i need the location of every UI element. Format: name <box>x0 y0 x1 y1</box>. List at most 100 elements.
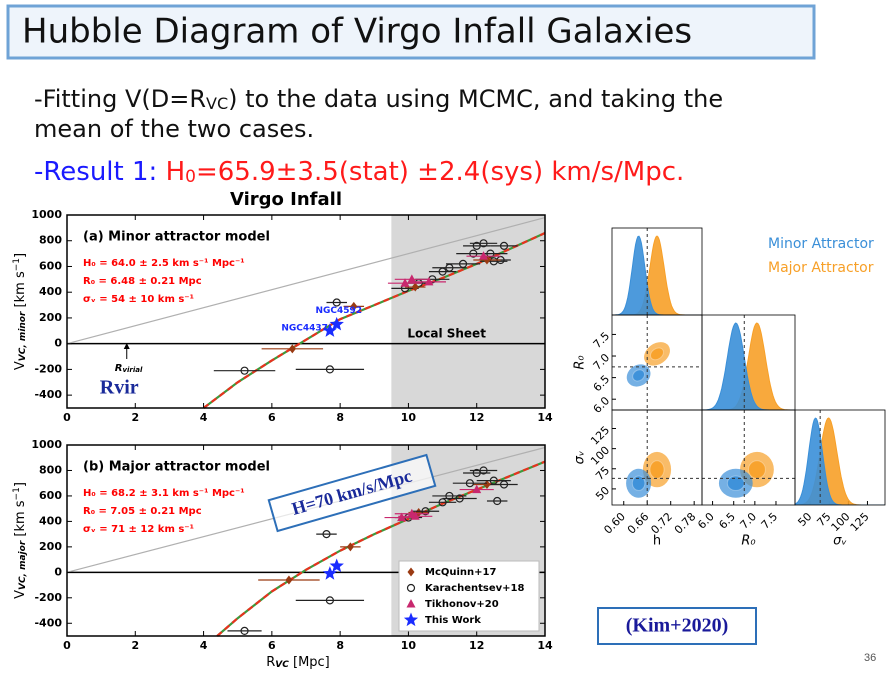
y-tick-label: -200 <box>34 362 62 375</box>
point <box>329 558 344 572</box>
axis-label-part: V <box>13 590 28 599</box>
axis-label-part: [km s <box>13 500 28 541</box>
point <box>472 468 481 478</box>
axis-label-part: VC, minor <box>18 311 28 361</box>
point <box>493 496 502 506</box>
citation: (Kim+2020) <box>626 615 729 637</box>
point <box>489 476 498 485</box>
point <box>479 239 488 248</box>
posterior-1d <box>702 322 795 410</box>
point <box>479 251 489 260</box>
x-tick-label: 0 <box>63 411 71 424</box>
panel-frame <box>794 409 886 506</box>
point <box>240 626 249 636</box>
result-line: -Result 1: H0=65.9±3.5(stat) ±2.4(sys) k… <box>34 157 684 188</box>
y-tick-label: 600 <box>39 489 62 502</box>
rvir-text: Rvir <box>100 377 139 399</box>
point <box>322 566 337 580</box>
axis-label-part: ] <box>13 482 28 487</box>
posterior-1d <box>612 235 702 315</box>
annotation: σᵥ = 54 ± 10 km s⁻¹ <box>83 294 194 305</box>
point <box>322 323 337 337</box>
x-tick-label: 2 <box>131 411 139 424</box>
rvir-label-text: R <box>115 363 123 374</box>
legend-marker <box>407 567 415 577</box>
y-tick-label: 1000 <box>31 208 62 221</box>
bullet-text: ) to the data using MCMC, and taking the <box>228 85 723 113</box>
point <box>438 498 447 507</box>
legend-label: McQuinn+17 <box>425 567 497 578</box>
legend-label: Tikhonov+20 <box>425 599 499 610</box>
axis-label-part: R <box>266 655 275 670</box>
annotation: σᵥ = 71 ± 12 km s⁻¹ <box>83 524 194 535</box>
x-tick-label: 10 <box>401 639 417 652</box>
title-box <box>6 4 816 60</box>
panel-content <box>702 315 795 410</box>
legend-label: This Work <box>425 615 481 626</box>
rvir-label-sub: virial <box>122 366 143 374</box>
y-tick-label: 400 <box>39 514 62 527</box>
point <box>325 365 334 374</box>
x-axis-label: σᵥ <box>833 534 847 549</box>
panel-content <box>612 315 702 410</box>
point <box>479 466 488 475</box>
point <box>465 479 474 488</box>
box-annotation-frame <box>267 453 437 533</box>
point <box>240 366 249 375</box>
x-axis-label: h <box>653 534 661 549</box>
point <box>499 241 509 250</box>
point <box>285 575 293 585</box>
x-tick-label: 0 <box>63 639 71 652</box>
point <box>400 278 410 287</box>
point <box>486 249 495 258</box>
point <box>325 596 334 605</box>
citation-box <box>597 607 757 645</box>
y-tick-label: 200 <box>39 311 62 324</box>
point <box>445 263 454 272</box>
y-tick-label: 600 <box>39 259 62 272</box>
contour-1sigma <box>726 475 745 492</box>
scatter-chart: 0 2 4 6 8 10 12 14 -400 -200 0 200 400 600 800 1000 (b) … <box>12 438 553 670</box>
legend-marker <box>406 599 416 608</box>
y-tick-label: 800 <box>39 234 62 247</box>
posterior-1d <box>612 235 702 315</box>
point <box>397 512 407 522</box>
x-tick-label: 4 <box>200 411 208 424</box>
y-tick-label: -400 <box>34 616 62 629</box>
scatter-chart: Local Sheet NGC4437 NGC4592 0 2 4 6 8 10 12 14 -400… <box>12 189 553 424</box>
point <box>329 316 344 331</box>
x-tick-label: 12 <box>469 411 484 424</box>
legend-marker <box>406 583 416 593</box>
legend-label: Karachentsev+18 <box>425 583 524 594</box>
shade-label: Local Sheet <box>407 327 486 341</box>
point <box>445 491 454 501</box>
axis-label-part: VC, major <box>18 540 28 590</box>
y-tick-label: 200 <box>39 540 62 553</box>
axis-label-part: V <box>13 361 28 370</box>
x-tick-label: 14 <box>537 411 553 424</box>
x-tick-label: 8 <box>336 411 344 424</box>
corner-panel <box>701 314 796 411</box>
point <box>288 344 296 354</box>
point <box>472 241 481 250</box>
point-label: NGC4437 <box>281 323 328 333</box>
x-tick-label: 14 <box>537 639 553 652</box>
page-number: 36 <box>864 652 876 664</box>
y-axis-label: σᵥ <box>573 451 588 465</box>
legend-box <box>398 560 540 632</box>
bullet-sub: VC <box>206 94 228 113</box>
axis-label-part: VC <box>275 660 289 670</box>
point <box>483 255 491 265</box>
point <box>469 249 478 258</box>
chart-title: Virgo Infall <box>230 189 342 210</box>
legend-marker <box>403 612 419 627</box>
point <box>410 511 420 520</box>
point <box>322 530 331 539</box>
axis-label-part: −1 <box>12 258 22 271</box>
contour-1sigma <box>748 460 766 479</box>
legend-label: Major Attractor <box>768 260 874 276</box>
point <box>421 507 430 516</box>
plot-frame <box>66 444 546 637</box>
corner-panel <box>611 227 703 316</box>
